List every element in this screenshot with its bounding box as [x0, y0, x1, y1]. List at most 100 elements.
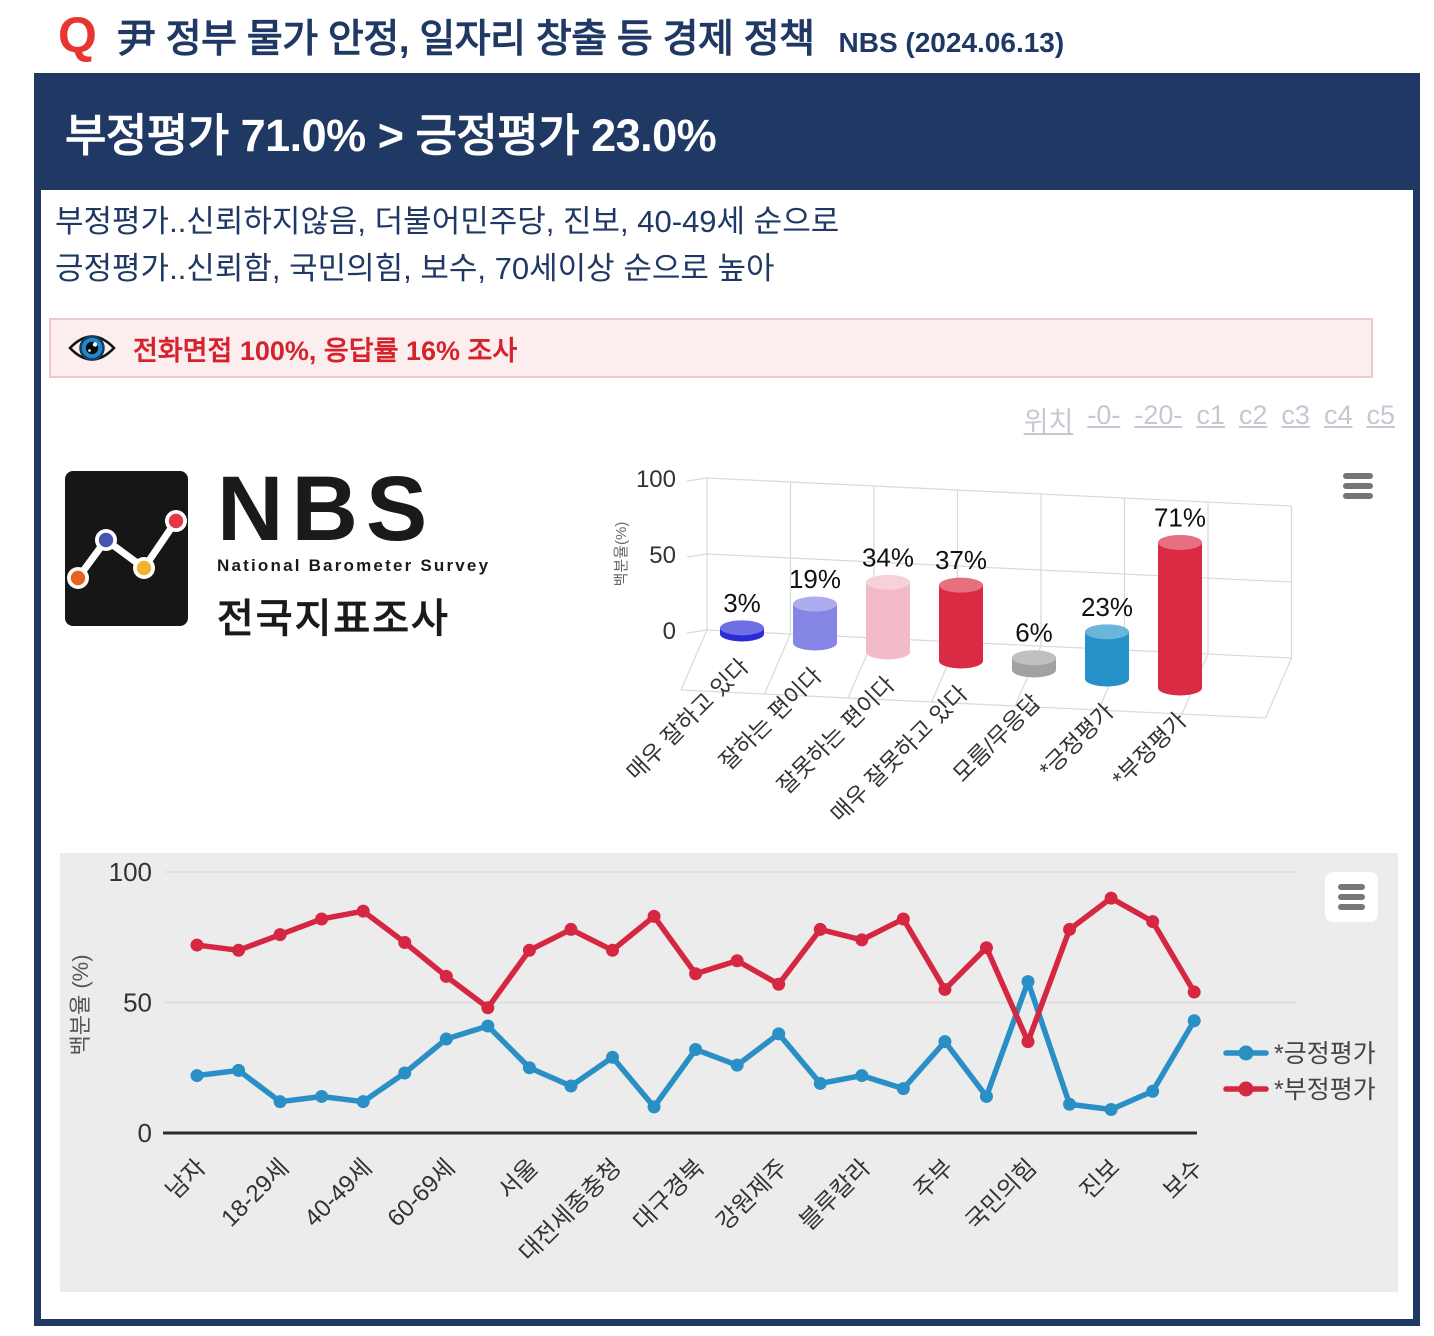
chart-menu-button[interactable]: [1325, 872, 1378, 922]
cylinder-bar-5: [1085, 624, 1129, 687]
bar-category-label: *긍정평가: [1034, 698, 1119, 783]
data-point: [938, 982, 952, 996]
source-date: NBS (2024.06.13): [838, 27, 1065, 58]
bar-value-label: 3%: [723, 588, 761, 618]
data-point: [1104, 891, 1118, 905]
cylinder-bar-1: [793, 596, 837, 651]
headline-text: 부정평가 71.0% > 긍정평가 23.0%: [65, 110, 717, 161]
method-note: 전화면접 100%, 응답률 16% 조사: [49, 318, 1373, 378]
data-point: [772, 977, 786, 991]
y-tick-label: 100: [109, 857, 152, 887]
legend-item-1[interactable]: *부정평가: [1223, 1076, 1376, 1104]
y-axis-title: 백분율(%): [613, 522, 630, 587]
cylinder-bar-3: [939, 577, 983, 669]
nav-link-1[interactable]: -0-: [1087, 400, 1121, 430]
x-tick-label: 주부: [909, 1154, 959, 1204]
nav-link-4[interactable]: c2: [1238, 400, 1268, 430]
y-tick-label: 50: [123, 988, 152, 1018]
x-tick-label: 40-49세: [299, 1154, 377, 1232]
data-point: [1021, 975, 1035, 989]
data-point: [647, 1100, 661, 1114]
nav-links-row: 위치 -0- -20- c1 c2 c3 c4 c5: [1024, 400, 1395, 439]
data-point: [356, 904, 370, 918]
x-tick-label: 18-29세: [216, 1154, 294, 1232]
data-point: [1063, 922, 1077, 936]
data-point: [315, 1089, 329, 1103]
data-point: [730, 1058, 744, 1072]
nav-link-3[interactable]: c1: [1196, 400, 1225, 430]
data-point: [481, 1019, 495, 1033]
cylinder-bar-4: [1012, 650, 1056, 678]
chart-menu-button[interactable]: [1343, 473, 1373, 499]
bar-value-label: 6%: [1015, 618, 1053, 648]
x-tick-label: 서울: [493, 1154, 543, 1204]
data-point: [606, 1050, 619, 1064]
data-point: [439, 1032, 453, 1046]
svg-text:*긍정평가: *긍정평가: [1274, 1040, 1376, 1068]
data-point: [1021, 1035, 1035, 1049]
logo-korean-name: 전국지표조사: [217, 596, 450, 641]
svg-text:*부정평가: *부정평가: [1274, 1076, 1376, 1104]
nav-link-6[interactable]: c4: [1323, 400, 1353, 430]
data-point: [1063, 1097, 1077, 1111]
bar-category-label: *부정평가: [1107, 707, 1192, 792]
y-tick-label: 0: [663, 618, 676, 645]
page-title: 尹 정부 물가 안정, 일자리 창출 등 경제 정책: [116, 18, 815, 61]
result-card: 부정평가 71.0% > 긍정평가 23.0% 부정평가..신뢰하지않음, 더불…: [34, 73, 1420, 1326]
y-tick-label: 50: [649, 542, 676, 569]
data-point: [273, 1095, 287, 1109]
data-point: [1104, 1103, 1118, 1117]
x-tick-label: 국민의힘: [961, 1154, 1043, 1236]
data-point: [896, 912, 910, 926]
x-tick-label: 강원제주: [711, 1154, 793, 1236]
data-point: [564, 1079, 578, 1093]
data-point: [522, 1061, 536, 1075]
bar-value-label: 19%: [789, 564, 841, 594]
summary-line-positive: 긍정평가..신뢰함, 국민의힘, 보수, 70세이상 순으로 높아: [55, 250, 775, 286]
data-point: [315, 912, 329, 926]
nav-link-7[interactable]: c5: [1366, 400, 1395, 430]
data-point: [855, 933, 869, 947]
data-point: [689, 967, 703, 981]
data-point: [938, 1035, 952, 1049]
summary-block: 부정평가..신뢰하지않음, 더불어민주당, 진보, 40-49세 순으로 긍정평…: [55, 199, 839, 292]
data-point: [232, 943, 246, 957]
x-tick-label: 블루칼라: [794, 1154, 876, 1236]
question-header: Q 尹 정부 물가 안정, 일자리 창출 등 경제 정책 NBS (2024.0…: [58, 6, 1064, 64]
x-tick-label: 남자: [161, 1154, 211, 1204]
data-point: [356, 1095, 370, 1109]
data-point: [979, 1089, 993, 1103]
data-point: [896, 1082, 910, 1096]
data-point: [813, 922, 827, 936]
cylinder-bar-0: [720, 620, 764, 642]
bar-value-label: 37%: [935, 545, 987, 575]
legend-item-0[interactable]: *긍정평가: [1223, 1040, 1376, 1068]
nav-link-0[interactable]: 위치: [1023, 407, 1074, 437]
data-point: [606, 943, 619, 957]
data-point: [439, 969, 453, 983]
data-point: [1187, 985, 1201, 999]
nav-link-5[interactable]: c3: [1281, 400, 1310, 430]
data-point: [1146, 1084, 1160, 1098]
data-point: [190, 1069, 204, 1083]
data-point: [647, 909, 661, 923]
bar-category-label: 매우 잘못하고 있다: [825, 680, 972, 827]
nav-link-2[interactable]: -20-: [1134, 400, 1183, 430]
logo-acronym: NBS: [217, 458, 436, 560]
data-point: [190, 938, 204, 952]
data-point: [979, 941, 993, 955]
logo-subtitle: National Barometer Survey: [217, 555, 491, 575]
data-point: [398, 1066, 412, 1080]
line-series-0: [190, 975, 1201, 1117]
y-axis-title: 백분율 (%): [68, 954, 93, 1055]
data-point: [730, 954, 744, 968]
nbs-logo-text: NBS National Barometer Survey 전국지표조사: [217, 458, 491, 644]
cylinder-bar-6: [1158, 534, 1202, 696]
nbs-logo-icon: [65, 471, 188, 626]
data-point: [772, 1027, 786, 1041]
method-note-text: 전화면접 100%, 응답률 16% 조사: [133, 335, 518, 366]
eye-icon: [68, 335, 116, 361]
data-point: [564, 922, 578, 936]
data-point: [1146, 915, 1160, 929]
x-tick-label: 대구경북: [628, 1154, 710, 1236]
